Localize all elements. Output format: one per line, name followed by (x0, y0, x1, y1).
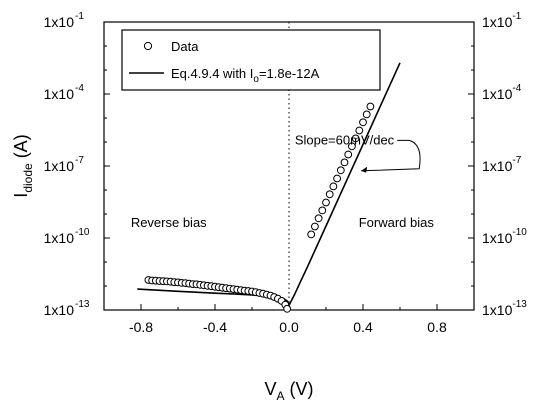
x-tick-label: 0.8 (427, 319, 447, 335)
y-tick-label-exp: -10 (75, 227, 90, 238)
data-point (348, 142, 356, 151)
x-axis-ticks: -0.8 -0.4 0.0 0.4 0.8 (129, 304, 447, 335)
x-axis-title: VA (V) (264, 379, 313, 403)
model-curve-line (137, 62, 401, 308)
data-point (359, 118, 367, 127)
y-axis-title-sub: diode (21, 163, 35, 193)
x-axis-title-sub: A (277, 389, 285, 403)
x-axis-title-unit: (V) (285, 379, 314, 399)
y-tick-label-exp: -1 (75, 11, 84, 22)
data-point (311, 222, 319, 231)
y-tick-label-exp: -4 (75, 83, 84, 94)
legend-line-label: Eq.4.9.4 with Io=1.8e-12A (171, 66, 320, 85)
y-tick-label-left: 1x10-1 (44, 11, 85, 30)
data-point (333, 174, 342, 183)
annotation-label: Slope=60mV/dec (295, 132, 395, 147)
data-point (355, 126, 364, 135)
y-tick-label-right: 1x10-7 (482, 155, 522, 174)
y-axis-title-unit: (A) (11, 134, 31, 163)
x-tick-label: 0.0 (279, 319, 299, 335)
annotation-label: Reverse bias (131, 215, 207, 230)
x-tick-label: -0.8 (129, 319, 153, 335)
y-tick-label-exp: -7 (75, 155, 84, 166)
y-tick-label-exp: -7 (512, 155, 521, 166)
data-point (344, 150, 353, 159)
data-point (336, 166, 345, 175)
legend-line-label-pre: Eq.4.9.4 with I (171, 66, 253, 81)
y-tick-label-exp: -13 (75, 299, 90, 310)
data-point (325, 190, 334, 199)
annotations: Slope=60mV/dec Reverse bias Forward bias (131, 132, 435, 230)
y-tick-label-left: 1x10-10 (44, 227, 90, 246)
y-tick-label-right: 1x10-13 (482, 299, 527, 318)
y-tick-label-base: 1x10 (44, 230, 75, 246)
y-tick-label-base: 1x10 (44, 86, 75, 102)
data-point (322, 198, 330, 207)
y-axis-title-main: I (11, 193, 31, 198)
y-tick-label-base: 1x10 (44, 302, 75, 318)
y-tick-label-exp: -10 (512, 227, 527, 238)
y-tick-label-base: 1x10 (482, 158, 513, 174)
data-point (362, 110, 371, 119)
y-tick-label-base: 1x10 (44, 158, 75, 174)
y-tick-label-base: 1x10 (482, 230, 513, 246)
data-points (144, 102, 375, 313)
y-axis-title: Idiode (A) (11, 134, 35, 197)
model-curve (137, 62, 401, 308)
data-point (329, 182, 338, 191)
y-tick-label-right: 1x10-10 (482, 227, 527, 246)
data-point (340, 158, 349, 167)
y-tick-label-right: 1x10-4 (482, 83, 522, 102)
data-point (351, 134, 360, 143)
data-point (366, 102, 375, 111)
legend-box (121, 29, 381, 91)
annotation-arrow (361, 139, 421, 172)
y-tick-label-exp: -1 (512, 11, 521, 22)
y-tick-label-base: 1x10 (482, 302, 513, 318)
data-point (314, 214, 323, 223)
y-tick-label-left: 1x10-4 (44, 83, 85, 102)
y-tick-label-base: 1x10 (482, 86, 513, 102)
legend-data-label: Data (171, 39, 199, 54)
y-tick-label-base: 1x10 (482, 14, 513, 30)
data-point (318, 206, 327, 215)
y-tick-label-left: 1x10-7 (44, 155, 85, 174)
x-tick-label: 0.4 (353, 319, 373, 335)
legend: Data Eq.4.9.4 with Io=1.8e-12A (121, 29, 381, 91)
x-tick-label: -0.4 (203, 319, 227, 335)
annotation-label: Forward bias (359, 215, 435, 230)
y-tick-label-exp: -4 (512, 83, 521, 94)
y-tick-label-right: 1x10-1 (482, 11, 522, 30)
legend-line-label-sub: o (253, 74, 259, 85)
legend-line-label-post: =1.8e-12A (259, 66, 320, 81)
data-point (307, 230, 316, 239)
y-tick-label-exp: -13 (512, 299, 527, 310)
y-tick-label-left: 1x10-13 (44, 299, 90, 318)
annotation-arrowhead (361, 166, 368, 173)
legend-data-marker (143, 41, 153, 51)
x-axis-title-main: V (264, 379, 276, 399)
data-point (283, 304, 292, 313)
y-tick-label-base: 1x10 (44, 14, 75, 30)
